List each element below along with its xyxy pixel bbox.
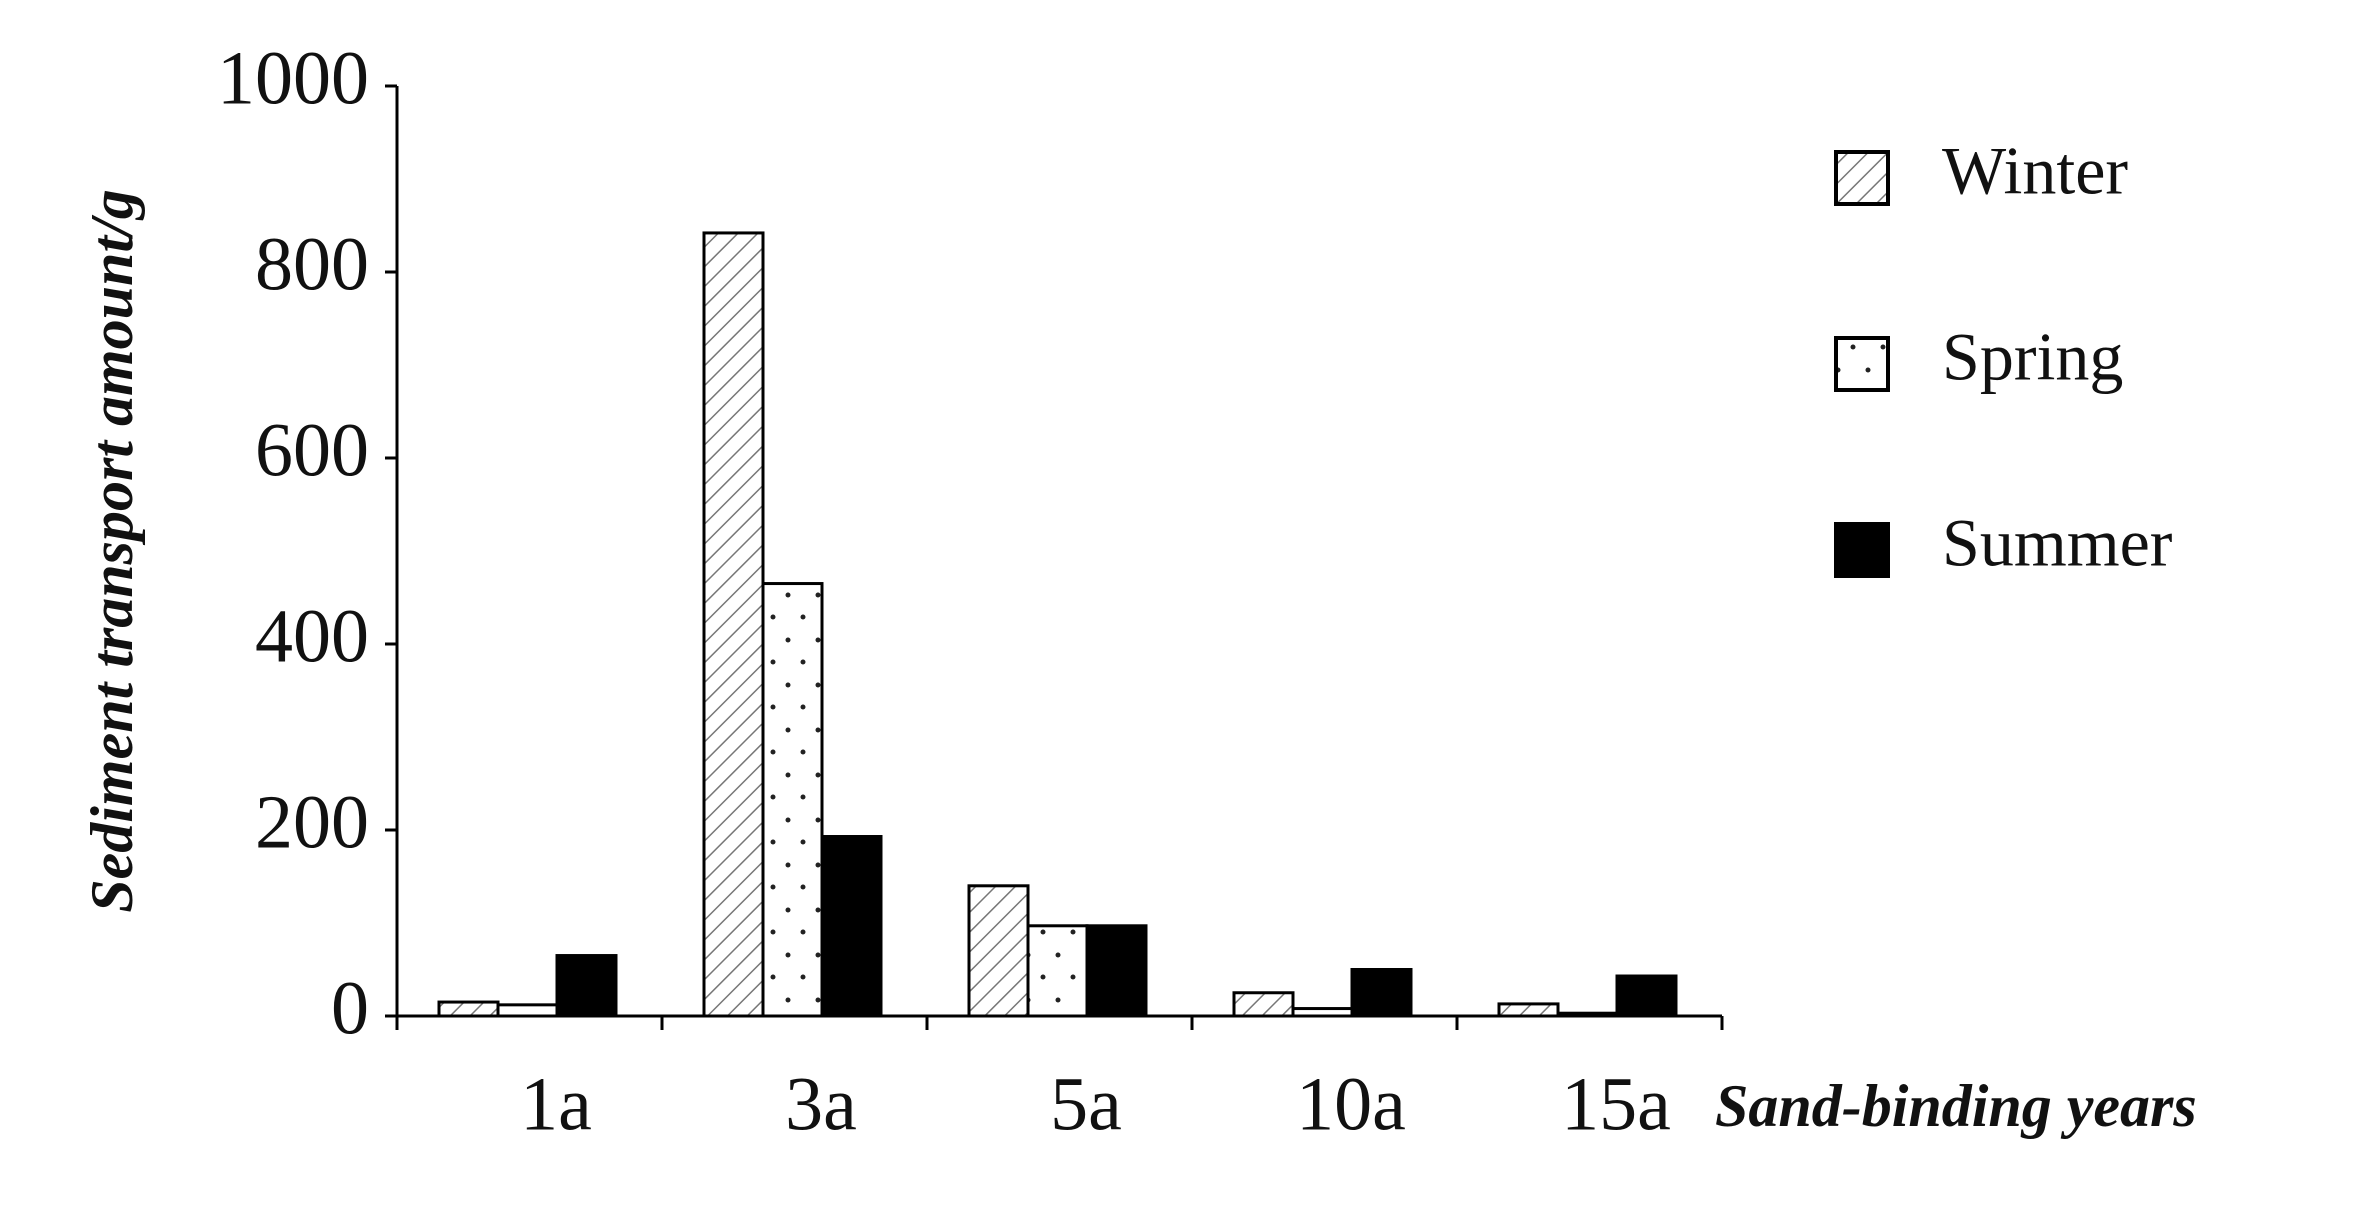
legend-swatch	[1834, 150, 1890, 206]
bar	[1615, 974, 1678, 1018]
bar	[1026, 924, 1089, 1018]
bar	[437, 1000, 500, 1018]
y-tick-label: 600	[255, 408, 369, 492]
bar	[1232, 991, 1295, 1018]
bar	[820, 835, 883, 1018]
y-tick-label: 1000	[217, 36, 369, 120]
bar	[1556, 1011, 1619, 1018]
x-tick-label: 10a	[1296, 1062, 1406, 1146]
y-axis-title: Sediment transport amount/g	[79, 189, 145, 913]
y-tick-label: 400	[255, 594, 369, 678]
bar	[1497, 1002, 1560, 1018]
y-tick-label: 800	[255, 222, 369, 306]
bar	[967, 884, 1030, 1018]
legend-label: Winter	[1942, 133, 2128, 209]
x-tick-label: 15a	[1561, 1062, 1671, 1146]
bar	[702, 231, 765, 1018]
legend-swatch	[1834, 336, 1890, 392]
legend-label: Summer	[1942, 505, 2173, 581]
x-tick-label: 1a	[520, 1062, 592, 1146]
bar	[555, 954, 618, 1018]
y-tick-label: 200	[255, 780, 369, 864]
bar	[496, 1003, 559, 1018]
bar	[761, 582, 824, 1018]
legend-swatch	[1834, 522, 1890, 578]
legend-label: Spring	[1942, 319, 2123, 395]
y-tick-label: 0	[331, 966, 369, 1050]
bar	[1085, 924, 1148, 1018]
x-axis-title: Sand-binding years	[1715, 1073, 2197, 1139]
bar	[1291, 1007, 1354, 1018]
x-tick-label: 5a	[1050, 1062, 1122, 1146]
bar	[1350, 968, 1413, 1018]
x-tick-label: 3a	[785, 1062, 857, 1146]
